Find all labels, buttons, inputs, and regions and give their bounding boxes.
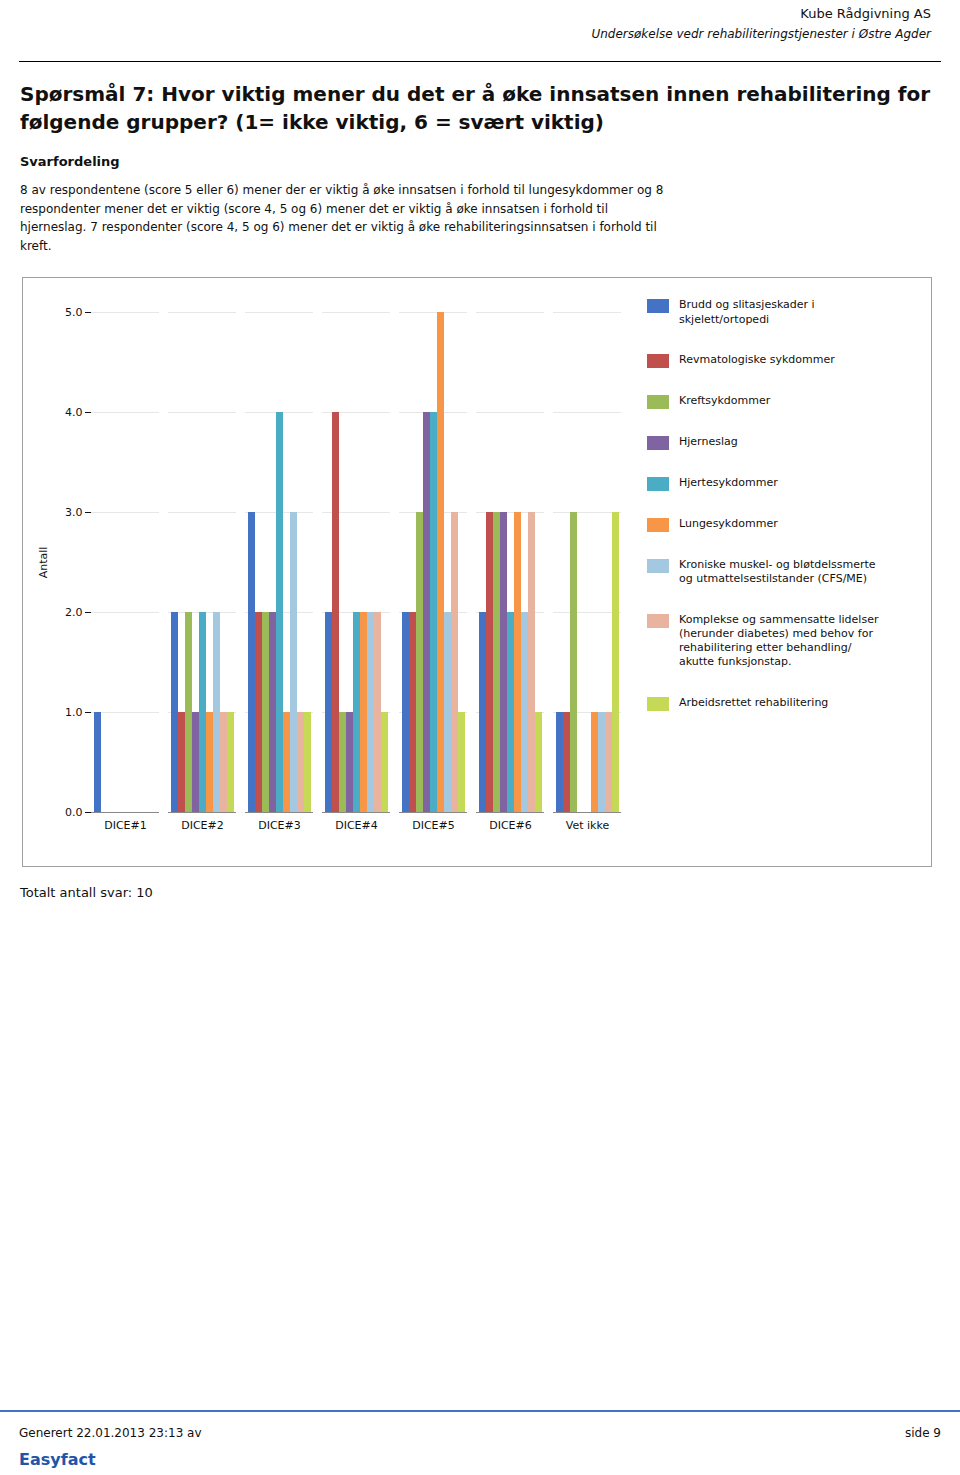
svg-text:3.0: 3.0 <box>65 506 83 519</box>
html-text:Kreftsykdommer: Kreftsykdommer <box>679 394 771 407</box>
html-text:Revmatologiske sykdommer: Revmatologiske sykdommer <box>679 353 835 366</box>
html-text:Undersøkelse vedr rehabiliteri: Undersøkelse vedr rehabiliteringstjenest… <box>591 27 931 41</box>
html-text:Svarfordeling: Svarfordeling <box>20 154 120 169</box>
svg-text:DICE#5: DICE#5 <box>412 820 455 833</box>
html-text:side 9: side 9 <box>905 1426 941 1440</box>
svg-text:DICE#4: DICE#4 <box>335 820 378 833</box>
svg-text:DICE#2: DICE#2 <box>181 820 224 833</box>
html-text:Easyfact: Easyfact <box>19 1450 96 1469</box>
html-text:Totalt antall svar: 10: Totalt antall svar: 10 <box>20 885 153 901</box>
svg-text:0.0: 0.0 <box>65 806 83 819</box>
svg-text:Vet ikke: Vet ikke <box>566 820 610 833</box>
html-text:Arbeidsrettet rehabilitering: Arbeidsrettet rehabilitering <box>679 695 829 709</box>
svg-text:5.0: 5.0 <box>65 306 83 319</box>
svg-text:Antall: Antall <box>37 547 50 579</box>
html-text:Hjerneslag: Hjerneslag <box>679 435 738 448</box>
html-text:Hjertesykdommer: Hjertesykdommer <box>679 476 778 489</box>
html-text:8 av respondentene (score 5 el: 8 av respondentene (score 5 eller 6) men… <box>20 183 664 253</box>
svg-text:4.0: 4.0 <box>65 406 83 419</box>
html-text:Brudd og slitasjeskader i skje: Brudd og slitasjeskader i skjelett/ortop… <box>679 298 815 326</box>
svg-text:1.0: 1.0 <box>65 706 83 719</box>
html-text:Lungesykdommer: Lungesykdommer <box>679 517 778 530</box>
svg-text:DICE#1: DICE#1 <box>104 820 147 833</box>
html-text:Komplekse og sammensatte lidel: Komplekse og sammensatte lidelser (herun… <box>679 612 879 669</box>
svg-text:DICE#6: DICE#6 <box>489 820 532 833</box>
svg-text:2.0: 2.0 <box>65 606 83 619</box>
html-text:Kube Rådgivning AS: Kube Rådgivning AS <box>800 6 931 21</box>
html-text:Spørsmål 7: Hvor viktig mener: Spørsmål 7: Hvor viktig mener du det er … <box>20 82 931 134</box>
html-text:Kroniske muskel- og bløtdelssm: Kroniske muskel- og bløtdelssmerte og ut… <box>679 558 876 586</box>
svg-text:DICE#3: DICE#3 <box>258 820 301 833</box>
html-text:Generert 22.01.2013 23:13 av: Generert 22.01.2013 23:13 av <box>19 1426 202 1440</box>
